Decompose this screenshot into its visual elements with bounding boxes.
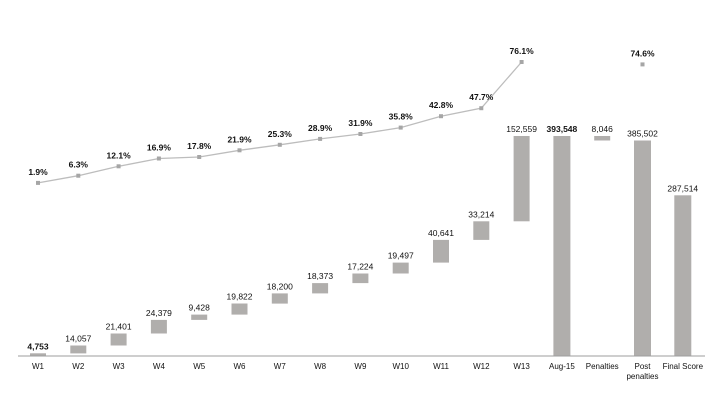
- bar-w11: [433, 239, 449, 263]
- percent-label: 76.1%: [510, 46, 535, 56]
- category-label: W3: [113, 362, 126, 371]
- bar-value-label: 393,548: [547, 124, 578, 134]
- category-label: W6: [234, 362, 247, 371]
- bar-value-label: 18,200: [267, 281, 293, 291]
- bar-w5: [191, 314, 208, 320]
- line-marker: [398, 125, 403, 130]
- category-label: W8: [314, 362, 327, 371]
- category-label: W1: [32, 362, 45, 371]
- percent-label: 28.9%: [308, 123, 333, 133]
- bar-value-label: 40,641: [428, 228, 454, 238]
- bars-group: [30, 136, 692, 356]
- percent-label: 47.7%: [469, 92, 494, 102]
- bar-value-label: 17,224: [347, 262, 373, 272]
- line-marker: [36, 180, 40, 185]
- category-label: W2: [72, 362, 85, 371]
- bar-w8: [312, 283, 329, 294]
- bar-w13: [513, 136, 530, 222]
- bar-value-label: 385,502: [627, 129, 658, 139]
- percent-label: 31.9%: [348, 118, 373, 128]
- bar-labels-group: 4,753 14,057 21,401 24,379 9,428 19,822 18,200…: [27, 124, 698, 351]
- category-label: W13: [513, 362, 530, 371]
- bar-value-label: 19,822: [227, 292, 253, 302]
- bar-value-label: 4,753: [27, 341, 49, 351]
- bar-value-label: 14,057: [65, 334, 91, 344]
- line-marker: [237, 148, 242, 153]
- category-label: W12: [473, 362, 490, 371]
- line-marker: [519, 60, 524, 64]
- cumulative-percent-line: [37, 61, 523, 184]
- bar-value-label: 33,214: [468, 209, 494, 219]
- line-marker: [197, 155, 202, 159]
- bar-final-score: [674, 195, 692, 356]
- bar-value-label: 8,046: [592, 124, 614, 134]
- category-label: W10: [392, 362, 409, 371]
- percent-label: 25.3%: [268, 129, 293, 139]
- line-marker: [318, 136, 323, 141]
- bar-w7: [271, 293, 288, 304]
- percent-label: 42.8%: [429, 100, 454, 110]
- percent-label: 35.8%: [389, 112, 414, 122]
- bar-aug-15: [553, 136, 571, 356]
- bar-value-label: 9,428: [189, 303, 211, 313]
- bar-w1: [30, 353, 46, 356]
- category-label: W7: [274, 362, 287, 371]
- percent-label: 21.9%: [227, 134, 252, 144]
- category-label: penalties: [626, 372, 658, 381]
- line-marker: [358, 132, 363, 136]
- bar-post-penalties: [634, 140, 651, 356]
- bar-value-label: 21,401: [106, 322, 132, 332]
- bar-w10: [392, 262, 409, 274]
- category-label: W9: [354, 362, 367, 371]
- category-label: W4: [153, 362, 166, 371]
- line-marker: [439, 114, 443, 119]
- percent-label: 1.9%: [28, 167, 48, 177]
- extra-point-label: 74.6%: [630, 48, 655, 58]
- category-label: Post: [634, 362, 651, 371]
- bar-w6: [231, 303, 248, 315]
- category-label: Penalties: [586, 362, 619, 371]
- percent-label: 17.8%: [187, 141, 212, 151]
- bar-value-label: 152,559: [506, 124, 537, 134]
- bar-w4: [150, 319, 167, 334]
- line-marker: [277, 142, 282, 147]
- bar-w3: [110, 333, 127, 346]
- line-markers-group: [36, 60, 645, 185]
- line-marker: [116, 164, 121, 169]
- bar-w9: [352, 273, 369, 284]
- percent-label: 6.3%: [69, 160, 89, 170]
- extra-point-marker: [640, 62, 645, 67]
- percent-label: 12.1%: [107, 150, 132, 160]
- bar-value-label: 18,373: [307, 271, 333, 281]
- percent-labels-group: 1.9% 6.3% 12.1% 16.9% 17.8% 21.9% 25.3% 28.9% 31…: [28, 46, 655, 177]
- line-marker: [479, 106, 484, 111]
- category-label: W11: [433, 362, 449, 371]
- category-labels-group: W1 W2 W3 W4 W5 W6 W7 W8 W9 W10 W11 W12 W13 Aug-15 Pena…: [32, 362, 704, 381]
- bar-value-label: 287,514: [667, 183, 698, 193]
- bar-w12: [473, 221, 490, 240]
- line-marker: [76, 173, 81, 178]
- line-marker: [156, 156, 161, 161]
- category-label: Aug-15: [549, 362, 575, 371]
- category-label: W5: [193, 362, 206, 371]
- category-label: Final Score: [663, 362, 704, 371]
- bar-value-label: 19,497: [388, 251, 414, 261]
- bar-penalties: [594, 136, 611, 141]
- bar-w2: [70, 345, 87, 354]
- bar-value-label: 24,379: [146, 308, 172, 318]
- percent-label: 16.9%: [147, 143, 172, 153]
